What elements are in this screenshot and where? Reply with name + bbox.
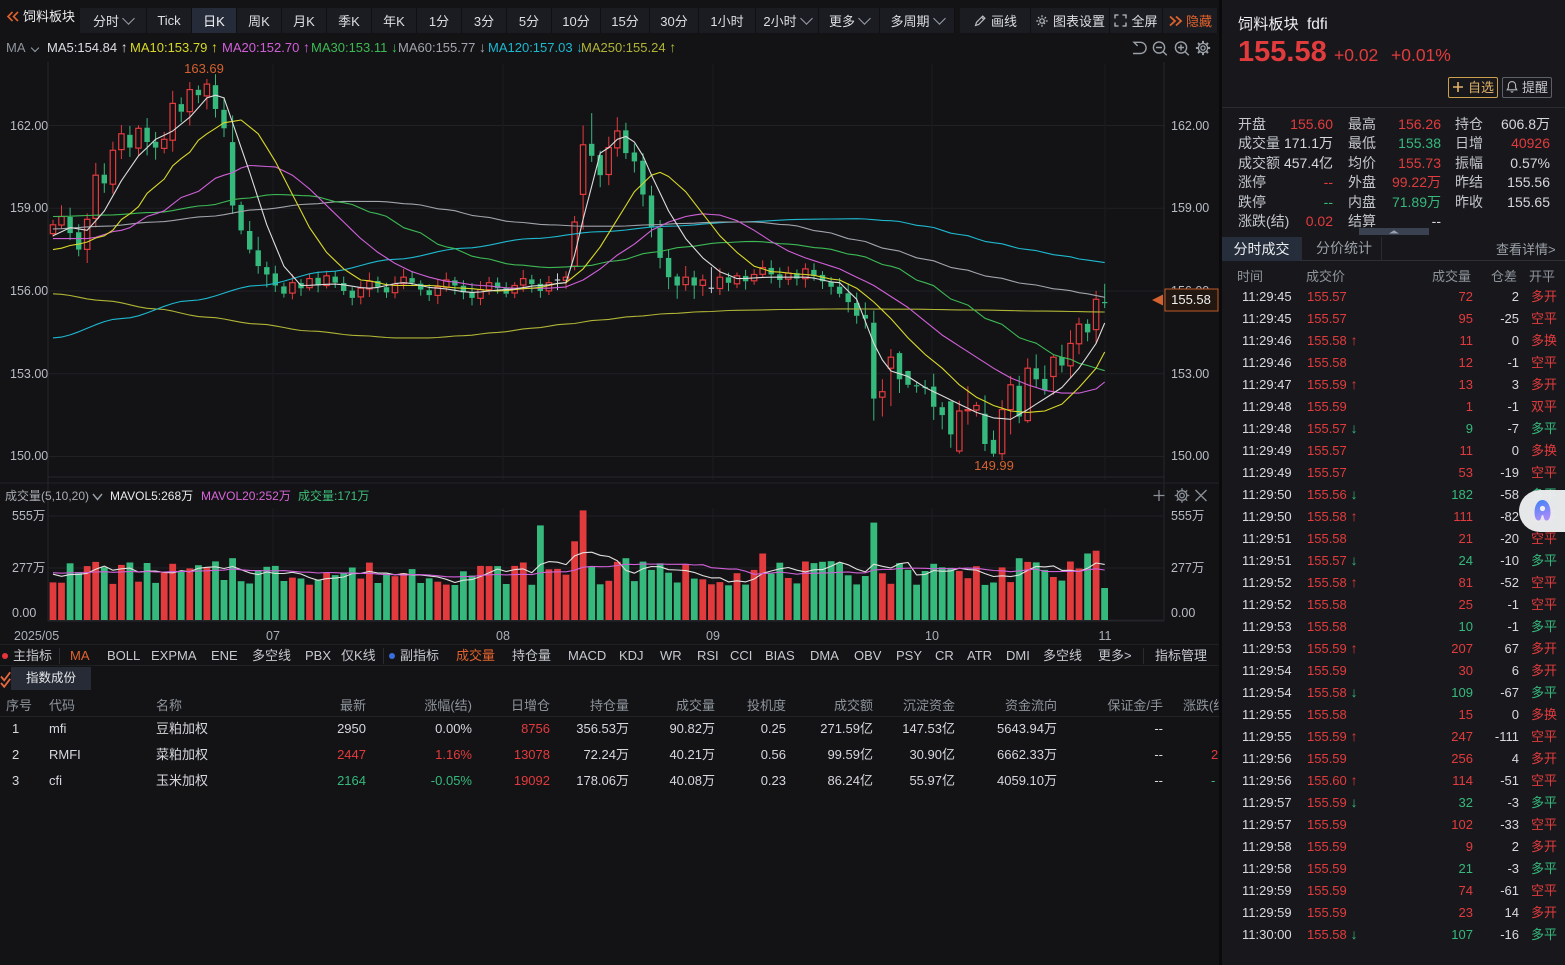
- svg-text:277万: 277万: [12, 561, 45, 575]
- svg-text:150.00: 150.00: [10, 449, 48, 463]
- svg-text:153.00: 153.00: [10, 367, 48, 381]
- svg-text:MAVOL20:252万: MAVOL20:252万: [201, 489, 291, 503]
- svg-text:成交量:171万: 成交量:171万: [298, 488, 369, 503]
- svg-text:08: 08: [496, 629, 510, 643]
- svg-text:159.00: 159.00: [1171, 201, 1209, 215]
- svg-text:162.00: 162.00: [10, 119, 48, 133]
- svg-text:156.00: 156.00: [10, 284, 48, 298]
- svg-text:277万: 277万: [1171, 561, 1204, 575]
- svg-text:155.58: 155.58: [1171, 292, 1211, 307]
- svg-text:2025/05: 2025/05: [14, 629, 59, 643]
- svg-text:07: 07: [266, 629, 280, 643]
- svg-text:555万: 555万: [1171, 509, 1204, 523]
- svg-text:0.00: 0.00: [12, 606, 36, 620]
- svg-text:11: 11: [1099, 629, 1112, 643]
- svg-text:成交量(5,10,20): 成交量(5,10,20): [5, 488, 89, 503]
- svg-text:MAVOL5:268万: MAVOL5:268万: [110, 489, 193, 503]
- svg-text:153.00: 153.00: [1171, 367, 1209, 381]
- svg-text:555万: 555万: [12, 509, 45, 523]
- svg-text:09: 09: [706, 629, 720, 643]
- svg-text:150.00: 150.00: [1171, 449, 1209, 463]
- svg-text:0.00: 0.00: [1171, 606, 1195, 620]
- svg-text:163.69: 163.69: [184, 62, 224, 76]
- svg-text:10: 10: [925, 629, 939, 643]
- svg-text:149.99: 149.99: [974, 458, 1014, 473]
- svg-text:159.00: 159.00: [10, 201, 48, 215]
- svg-text:162.00: 162.00: [1171, 119, 1209, 133]
